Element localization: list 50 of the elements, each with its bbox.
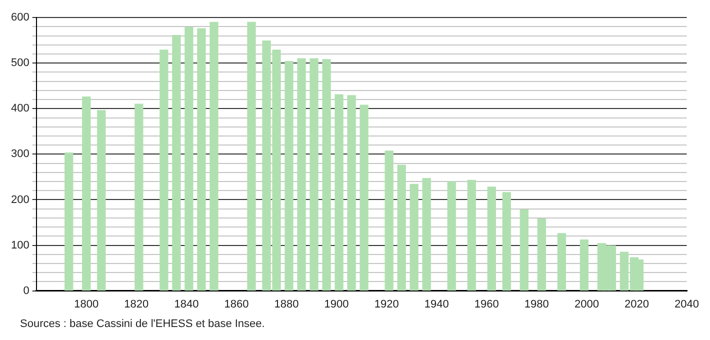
bar [297,58,306,291]
x-tick-label: 1880 [274,298,299,310]
bar [160,50,168,291]
bar [310,58,318,291]
y-tick-label: 0 [23,284,30,297]
y-tick-label: 400 [10,102,30,115]
x-tick-label: 1960 [474,298,499,310]
bar [347,95,356,291]
bar [210,22,218,291]
bar [360,104,368,291]
bar [322,59,331,291]
y-tick-label: 300 [10,148,30,160]
bar [502,192,511,291]
bar [397,164,406,291]
bar [422,178,431,291]
x-tick-label: 1920 [374,298,399,310]
x-tick-label: 2020 [624,298,649,310]
y-tick-label: 600 [10,12,30,24]
bar [467,180,476,291]
bar [334,94,344,291]
bar [557,233,566,291]
source-note: Sources : base Cassini de l'EHESS et base Insee. [20,318,266,330]
bar [384,150,394,291]
x-tick-label: 1800 [74,298,99,310]
bar [520,209,528,291]
y-tick-label: 500 [10,57,30,70]
x-tick-label: 1820 [124,298,149,310]
bar [184,26,194,291]
x-tick-label: 1900 [324,298,349,310]
x-tick-label: 1980 [524,298,549,310]
bar [487,186,496,291]
x-tick-label: 1860 [224,298,249,310]
bar [64,152,74,291]
y-tick-label: 100 [10,239,30,252]
bar [537,218,546,291]
bar [82,96,91,291]
bar [97,110,106,291]
bar [447,181,456,291]
bar [580,239,589,291]
x-tick-label: 2000 [574,298,599,310]
bar [134,104,144,291]
x-tick-label: 1840 [174,298,199,310]
bar [410,184,418,291]
bar [197,28,206,291]
x-tick-label: 1940 [424,298,449,310]
x-tick-label: 2040 [674,298,700,310]
y-tick-label: 200 [10,194,30,206]
bar [172,35,181,291]
bar [247,22,256,291]
bar [284,60,294,291]
